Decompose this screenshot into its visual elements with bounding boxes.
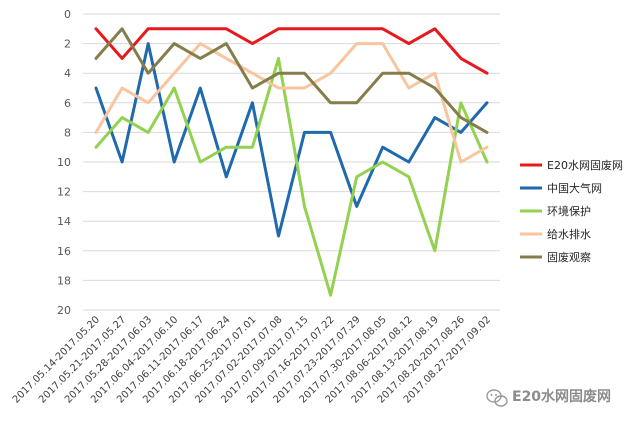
- legend-label: 中国大气网: [547, 181, 602, 195]
- y-tick-label: 12: [57, 186, 71, 199]
- y-tick-label: 8: [64, 126, 71, 139]
- y-tick-label: 18: [57, 274, 71, 287]
- y-tick-label: 10: [57, 156, 71, 169]
- wechat-icon: [486, 389, 508, 407]
- legend-label: 环境保护: [547, 204, 591, 218]
- x-axis-ticks: 2017.05.14-2017.05.202017.05.21-2017.05.…: [11, 314, 493, 405]
- y-tick-label: 16: [57, 245, 71, 258]
- y-axis-ticks: 0 2 4 6 8 10 12 14 16 18 20: [57, 8, 71, 317]
- y-tick-label: 6: [64, 97, 71, 110]
- y-tick-label: 14: [57, 215, 71, 228]
- y-tick-label: 2: [64, 38, 71, 51]
- legend-label: E20水网固废网: [547, 158, 623, 172]
- series-line: [94, 27, 489, 75]
- series-line: [94, 42, 489, 238]
- series-lines: [94, 27, 489, 297]
- y-tick-label: 0: [64, 8, 71, 21]
- series-line: [94, 27, 489, 134]
- series-line: [94, 56, 489, 297]
- y-tick-label: 20: [57, 304, 71, 317]
- legend-label: 给水排水: [547, 227, 591, 241]
- watermark: E20水网固废网: [486, 388, 611, 407]
- legend-label: 固废观察: [547, 250, 591, 264]
- watermark-text: E20水网固废网: [512, 388, 611, 405]
- y-tick-label: 4: [64, 67, 71, 80]
